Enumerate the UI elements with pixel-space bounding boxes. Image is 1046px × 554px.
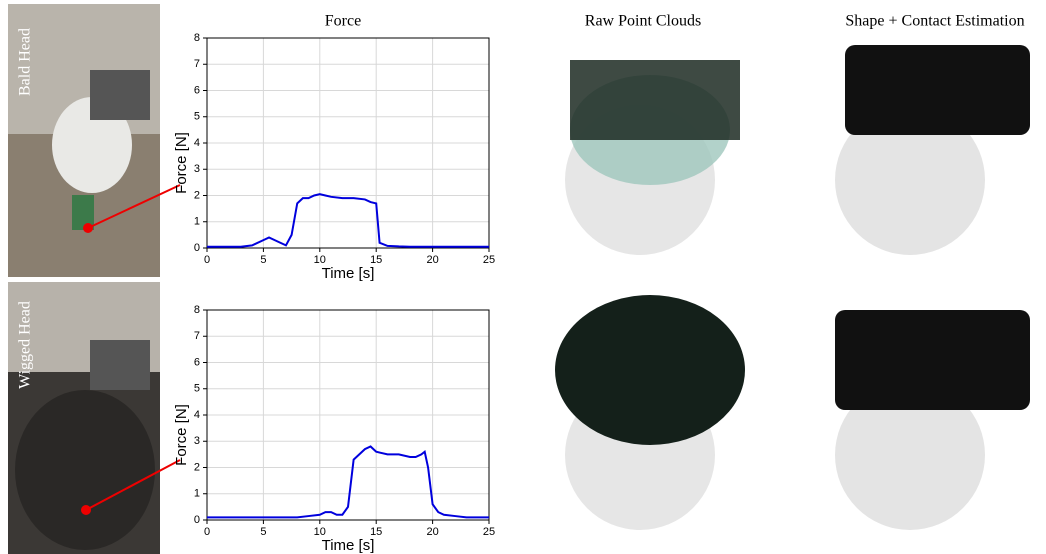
gripper [90, 340, 150, 390]
column-title: Raw Point Clouds [585, 13, 701, 30]
point-cloud-render [555, 60, 745, 530]
x-tick-label: 0 [204, 254, 210, 266]
wig [15, 390, 155, 550]
mannequin-head [52, 97, 132, 193]
y-tick-label: 0 [194, 242, 200, 254]
connector-dot [81, 505, 91, 515]
plot-frame [206, 309, 490, 521]
x-tick-label: 20 [426, 254, 438, 266]
plot-frame [206, 37, 490, 249]
y-tick-label: 6 [194, 84, 200, 96]
x-tick-label: 10 [314, 526, 326, 538]
row-label: Bald Head [17, 28, 34, 96]
sensor [72, 195, 94, 230]
y-tick-label: 3 [194, 163, 200, 175]
y-axis-label: Force [N] [173, 404, 190, 466]
x-tick-label: 5 [260, 254, 266, 266]
y-tick-label: 1 [194, 488, 200, 500]
y-tick-label: 7 [194, 330, 200, 342]
x-tick-label: 25 [483, 254, 495, 266]
y-tick-label: 7 [194, 58, 200, 70]
connector [85, 459, 181, 511]
row-label: Wigged Head [17, 301, 34, 389]
column-title: Shape + Contact Estimation [845, 13, 1024, 30]
connector-dot [83, 223, 93, 233]
y-tick-label: 6 [194, 356, 200, 368]
x-tick-label: 10 [314, 254, 326, 266]
y-tick-label: 1 [194, 216, 200, 228]
y-tick-label: 2 [194, 461, 200, 473]
y-tick-label: 0 [194, 514, 200, 526]
shape-estimation-render [835, 45, 1030, 530]
y-tick-label: 5 [194, 383, 200, 395]
y-tick-label: 8 [194, 304, 200, 316]
x-tick-label: 15 [370, 526, 382, 538]
force-line [207, 445, 489, 519]
gripper [90, 70, 150, 120]
x-tick-label: 15 [370, 254, 382, 266]
connector [87, 184, 181, 229]
x-axis-label: Time [s] [322, 265, 375, 282]
y-tick-label: 3 [194, 435, 200, 447]
x-tick-label: 0 [204, 526, 210, 538]
force-line [207, 193, 489, 248]
x-tick-label: 5 [260, 526, 266, 538]
x-tick-label: 25 [483, 526, 495, 538]
y-tick-label: 5 [194, 111, 200, 123]
y-tick-label: 4 [194, 409, 200, 421]
y-tick-label: 4 [194, 137, 200, 149]
x-axis-label: Time [s] [322, 537, 375, 554]
x-tick-label: 20 [426, 526, 438, 538]
y-axis-label: Force [N] [173, 132, 190, 194]
y-tick-label: 2 [194, 189, 200, 201]
y-tick-label: 8 [194, 32, 200, 44]
column-title: Force [325, 13, 361, 30]
